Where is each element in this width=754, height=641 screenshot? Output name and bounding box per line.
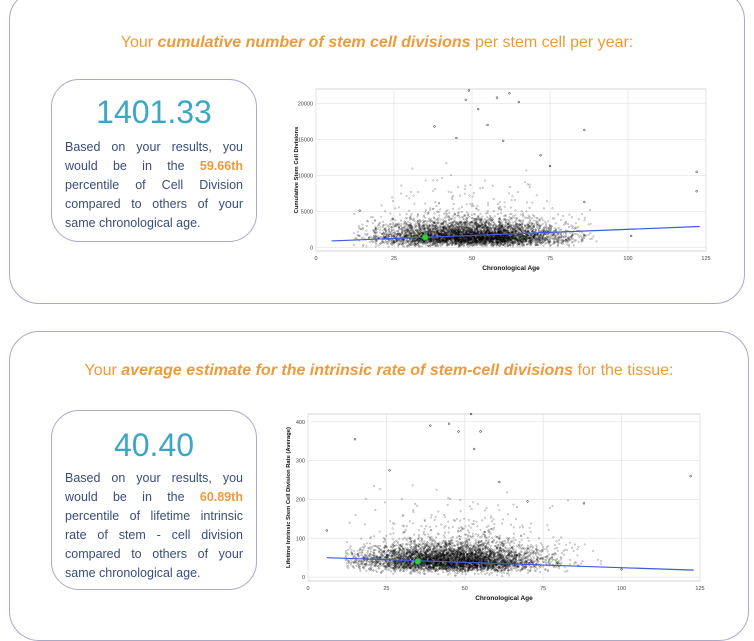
score-description: Based on your results, you would be in t…	[65, 138, 243, 233]
heading-suffix: per stem cell per year:	[475, 34, 633, 51]
section-heading: Your cumulative number of stem cell divi…	[10, 34, 744, 52]
x-tick-label: 25	[391, 256, 397, 262]
y-tick-label: 5000	[301, 209, 313, 215]
x-tick-label: 125	[701, 256, 710, 262]
y-tick-label: 0	[310, 245, 313, 251]
y-tick-label: 20000	[298, 101, 313, 107]
x-tick-label: 100	[623, 256, 632, 262]
description-text-2: percentile of Cell Division compared to …	[65, 178, 243, 230]
x-axis-label: Chronological Age	[482, 265, 540, 272]
y-axis-label: Cumulative Stem Cell Divisions	[294, 127, 300, 214]
cell-division-panel: Your cumulative number of stem cell divi…	[9, 0, 745, 304]
x-tick-label: 50	[469, 256, 475, 262]
percentile-value: 59.66th	[200, 159, 243, 173]
x-tick-label: 75	[547, 256, 553, 262]
x-tick-label: 0	[314, 256, 317, 262]
heading-prefix: Your	[121, 34, 153, 51]
score-card: 1401.33 Based on your results, you would…	[51, 79, 257, 242]
heading-emphasis: cumulative number of stem cell divisions	[158, 34, 471, 51]
score-value: 1401.33	[52, 94, 256, 131]
